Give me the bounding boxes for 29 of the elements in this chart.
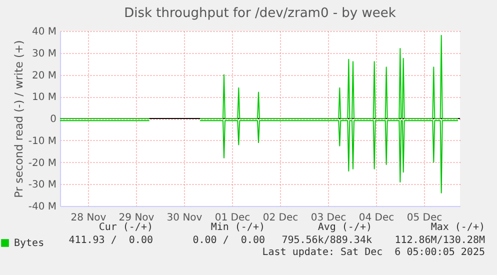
y-tick-label: 0 [50, 114, 56, 125]
y-tick-label: -10 M [28, 136, 56, 147]
y-tick-label: 10 M [32, 92, 56, 104]
text: 411.93 / 0.00 [68, 235, 153, 246]
y-tick-label: -20 M [28, 158, 56, 169]
text: Last update: Sat Dec 6 05:00:05 2025 [262, 247, 485, 258]
text: 0.00 / 0.00 [192, 235, 265, 246]
y-axis-title: Pr second read (-) / write (+) [12, 40, 26, 198]
text: Cur (-/+) [98, 222, 153, 233]
text: 112.86M/130.28M [394, 235, 485, 246]
x-tick-label: 30 Nov [166, 212, 202, 224]
x-tick-label: 01 Dec [214, 212, 250, 224]
x-tick-label: 28 Nov [70, 212, 106, 224]
text: Min (-/+) [210, 222, 265, 233]
y-tick-label: 20 M [32, 70, 56, 82]
x-tick-label: 29 Nov [118, 212, 154, 224]
y-tick-label: 40 M [32, 26, 56, 38]
text: Max (-/+) [430, 222, 485, 233]
x-tick-label: 04 Dec [358, 212, 394, 224]
text: Avg (-/+) [318, 222, 372, 233]
text: 795.56k/889.34k [282, 235, 372, 246]
y-tick-label: 30 M [32, 48, 56, 60]
x-tick-label: 02 Dec [262, 212, 298, 224]
x-tick-label: 03 Dec [310, 212, 346, 224]
x-tick-label: 05 Dec [406, 212, 442, 224]
y-tick-label: -30 M [28, 180, 56, 191]
legend-label: Bytes [14, 238, 44, 249]
y-tick-label: -40 M [28, 202, 56, 212]
chart-title: Disk throughput for /dev/zram0 - by week [124, 6, 396, 21]
